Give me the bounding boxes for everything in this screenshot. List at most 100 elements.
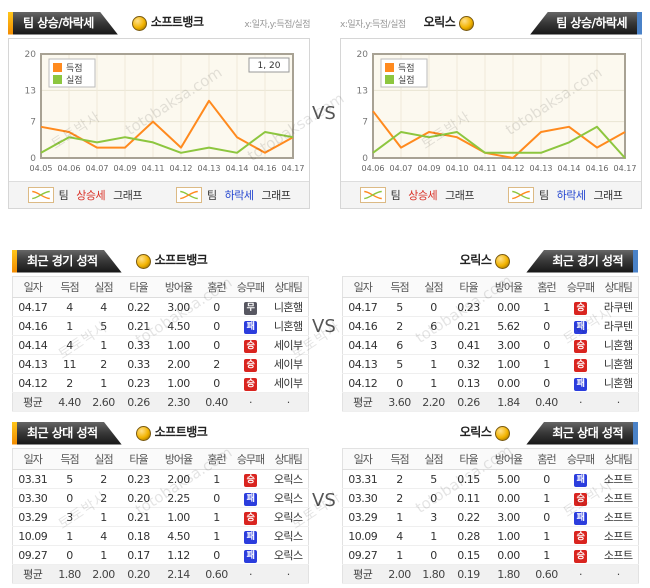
average-cell: 1.84 (486, 392, 531, 412)
stat-cell: 니혼햄 (598, 354, 639, 374)
column-header: 득점 (382, 448, 417, 470)
uptrend-legend-button[interactable]: 팀 상승세 그래프 (27, 187, 142, 203)
stat-cell: 09.27 (342, 545, 383, 565)
trend-chart-orix[interactable]: 20 13 7 0 04.06 04.07 04.09 04.10 04.11 04.12 04.1… (341, 39, 641, 181)
banner-accent-bar (637, 11, 642, 35)
stat-cell: 0 (200, 373, 233, 393)
average-cell: · (562, 564, 599, 584)
stat-cell: 0 (52, 545, 87, 565)
stat-cell: 0.00 (486, 373, 531, 393)
uptrend-legend-button[interactable]: 팀 상승세 그래프 (359, 187, 474, 203)
stat-cell: 1 (200, 526, 233, 546)
result-badge: 승 (244, 473, 257, 487)
stat-cell: 0.28 (450, 526, 487, 546)
chart-footer-legend: 팀 상승세 그래프 팀 하락세 그래프 (9, 181, 309, 208)
softbank-mascot-icon (135, 253, 151, 269)
table-row: 03.30 0 2 0.20 2.25 0 패 오릭스 (12, 488, 309, 508)
column-header: 방어율 (486, 448, 531, 470)
trend-chart-softbank[interactable]: 20 13 7 0 04.05 04.06 04.07 04.09 04.11 04.12 04.1… (9, 39, 309, 181)
stat-cell: 0.11 (450, 488, 487, 508)
average-cell: 0.26 (450, 392, 487, 412)
stat-cell: 0.00 (486, 297, 531, 317)
stat-cell: 4 (382, 526, 417, 546)
svg-text:04.09: 04.09 (418, 164, 441, 173)
stat-cell: 소프트 (598, 488, 639, 508)
result-badge: 승 (244, 377, 257, 391)
average-cell: 2.14 (156, 564, 201, 584)
stat-cell: 0.22 (120, 297, 157, 317)
table-row: 03.29 3 1 0.21 1.00 1 승 오릭스 (12, 507, 309, 527)
stat-cell: 5.00 (486, 469, 531, 489)
average-cell: · (562, 392, 599, 412)
team-name: 소프트뱅크 (154, 425, 208, 440)
svg-text:0: 0 (30, 154, 36, 164)
section-title: 최근 경기 성적 (552, 253, 623, 268)
svg-text:7: 7 (362, 118, 368, 128)
column-header: 승무패 (232, 448, 269, 470)
result-cell: 승 (562, 526, 599, 546)
stat-cell: 0 (200, 335, 233, 355)
downtrend-icon (508, 187, 534, 203)
stat-cell: 5.62 (486, 316, 531, 336)
stat-cell: 11 (52, 354, 87, 374)
stat-cell: 0.17 (120, 545, 157, 565)
table-row: 04.13 11 2 0.33 2.00 2 승 세이부 (12, 354, 309, 374)
column-header: 승무패 (562, 276, 599, 298)
svg-text:04.09: 04.09 (114, 164, 137, 173)
stat-cell: 니혼햄 (268, 297, 309, 317)
column-header: 홈런 (200, 276, 233, 298)
average-cell: 3.60 (382, 392, 417, 412)
result-badge: 승 (574, 358, 587, 372)
result-badge: 승 (244, 511, 257, 525)
stat-cell: 04.17 (342, 297, 383, 317)
stat-cell: 0 (52, 488, 87, 508)
result-badge: 승 (244, 358, 257, 372)
column-header: 승무패 (232, 276, 269, 298)
stat-cell: 1 (530, 526, 563, 546)
result-cell: 패 (232, 526, 269, 546)
stat-cell: 0.13 (450, 373, 487, 393)
result-cell: 승 (232, 335, 269, 355)
h2h-panel-softbank: 최근 상대 성적 소프트뱅크 일자 득점 실점 타율 방어율 홈런 승무패 상대팀 03.31 5… (12, 418, 309, 584)
stat-cell: 0 (200, 545, 233, 565)
stat-cell: 6 (382, 335, 417, 355)
stat-cell: 0.23 (450, 297, 487, 317)
average-cell: · (598, 392, 639, 412)
result-cell: 승 (232, 507, 269, 527)
table-row: 03.31 5 2 0.23 2.00 1 승 오릭스 (12, 469, 309, 489)
table-row: 04.14 6 3 0.41 3.00 0 승 니혼햄 (342, 335, 639, 355)
stat-cell: 0 (530, 373, 563, 393)
stat-cell: 오릭스 (268, 469, 309, 489)
trend-panel-softbank: 팀 상승/하락세 소프트뱅크 x:일자,y:득점/실점 20 13 7 0 04.05 0… (8, 8, 310, 209)
result-badge: 패 (244, 549, 257, 563)
stat-cell: 2.00 (156, 469, 201, 489)
table-row: 03.29 1 3 0.22 3.00 0 패 소프트 (342, 507, 639, 527)
recent-games-table-orix: 일자 득점 실점 타율 방어율 홈런 승무패 상대팀 04.17 5 0 0.23 0.00 1 승 라쿠텐 0… (342, 276, 639, 412)
stat-cell: 04.13 (342, 354, 383, 374)
svg-text:04.11: 04.11 (142, 164, 165, 173)
stat-cell: 0.21 (120, 507, 157, 527)
column-header: 타율 (450, 448, 487, 470)
result-badge: 패 (574, 320, 587, 334)
downtrend-legend-button[interactable]: 팀 하락세 그래프 (508, 187, 623, 203)
svg-text:04.10: 04.10 (446, 164, 469, 173)
average-cell: 2.00 (86, 564, 121, 584)
average-row: 평균 2.00 1.80 0.19 1.80 0.60 · · (342, 564, 639, 584)
stat-cell: 1.12 (156, 545, 201, 565)
average-cell: 2.60 (86, 392, 121, 412)
axis-hint: x:일자,y:득점/실점 (244, 19, 310, 30)
stat-cell: 1.00 (486, 526, 531, 546)
svg-text:04.05: 04.05 (30, 164, 53, 173)
svg-text:04.06: 04.06 (362, 164, 385, 173)
downtrend-legend-button[interactable]: 팀 하락세 그래프 (176, 187, 291, 203)
column-header: 타율 (120, 276, 157, 298)
stat-cell: 2 (86, 469, 121, 489)
stat-cell: 03.31 (12, 469, 53, 489)
stat-cell: 오릭스 (268, 507, 309, 527)
stat-cell: 1 (86, 545, 121, 565)
table-row: 10.09 4 1 0.28 1.00 1 승 소프트 (342, 526, 639, 546)
svg-text:04.07: 04.07 (86, 164, 109, 173)
stat-cell: 1 (200, 507, 233, 527)
stat-cell: 2 (382, 316, 417, 336)
